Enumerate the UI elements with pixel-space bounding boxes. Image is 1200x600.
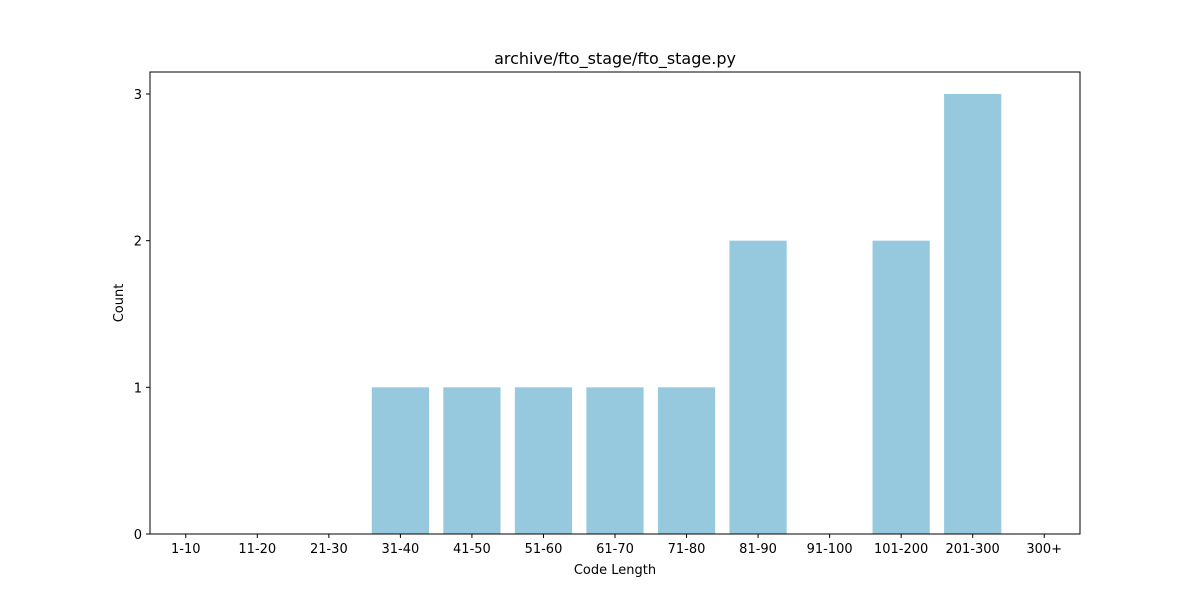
bar-201-300: [944, 94, 1002, 534]
bar-61-70: [586, 387, 644, 534]
y-tick-label: 0: [134, 528, 142, 543]
x-tick-label: 300+: [1026, 542, 1062, 557]
bars-group: [371, 94, 1002, 535]
plot-frame: [149, 71, 1081, 535]
x-tick-label: 21-30: [310, 542, 348, 557]
bar-101-200: [872, 240, 930, 535]
y-tick-label: 2: [134, 235, 142, 250]
bar-41-50: [443, 387, 501, 534]
bar-71-80: [657, 387, 716, 534]
x-tick-label: 31-40: [381, 542, 419, 557]
bar-31-40: [371, 387, 429, 534]
x-tick-label: 51-60: [525, 542, 563, 557]
x-tick-label: 61-70: [596, 542, 634, 557]
x-axis-label: Code Length: [574, 563, 656, 578]
x-tick-label: 81-90: [739, 542, 777, 557]
bar-81-90: [729, 240, 787, 535]
bar-51-60: [514, 387, 573, 534]
y-axis: 0 1 2 3: [134, 88, 150, 543]
x-tick-label: 91-100: [807, 542, 853, 557]
chart-title: archive/fto_stage/fto_stage.py: [494, 49, 736, 69]
x-tick-label: 11-20: [238, 542, 276, 557]
x-tick-label: 1-10: [171, 542, 201, 557]
x-axis: 1-10 11-20 21-30 31-40 41-50 51-60 61-70 71-80 8…: [171, 534, 1062, 557]
x-tick-label: 201-300: [946, 542, 1000, 557]
y-axis-label: Count: [112, 284, 127, 323]
x-tick-label: 101-200: [874, 542, 928, 557]
x-tick-label: 41-50: [453, 542, 491, 557]
y-tick-label: 3: [134, 88, 142, 103]
x-tick-label: 71-80: [668, 542, 706, 557]
y-tick-label: 1: [134, 381, 142, 396]
